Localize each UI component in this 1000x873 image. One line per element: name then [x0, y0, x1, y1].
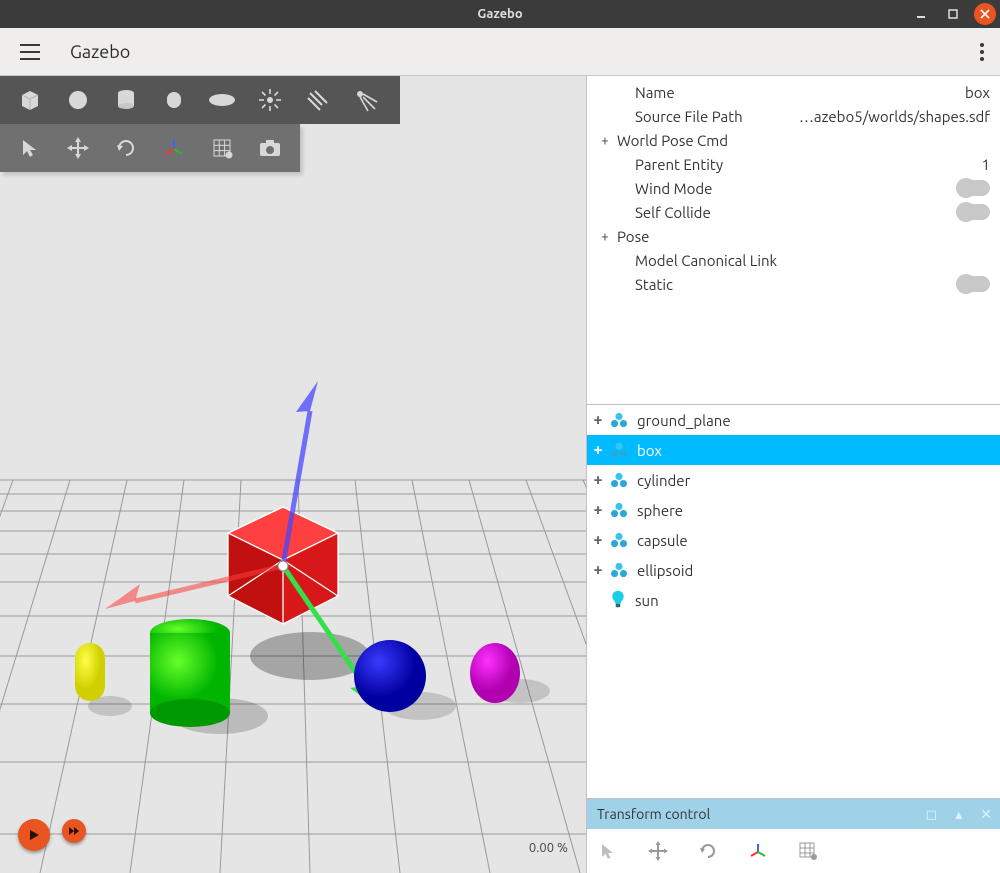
tree-expand-icon[interactable]: + [591, 531, 605, 549]
right-panel: Namebox Source File Path…azebo5/worlds/s… [586, 76, 1000, 873]
tree-item-ground-plane[interactable]: + ground_plane [587, 405, 1000, 435]
prop-parent-label: Parent Entity [631, 156, 982, 173]
expand-pose-icon[interactable]: + [597, 228, 613, 244]
tree-item-label: sun [635, 592, 659, 609]
shape-sphere[interactable] [354, 640, 426, 712]
tree-expand-icon[interactable]: + [591, 441, 605, 459]
xform-rotate-icon[interactable] [695, 838, 721, 864]
tree-item-box[interactable]: + box [587, 435, 1000, 465]
app-toolbar: Gazebo [0, 28, 1000, 76]
prop-canon-label: Model Canonical Link [631, 252, 990, 269]
close-icon[interactable] [974, 3, 996, 25]
tree-expand-icon[interactable]: + [591, 561, 605, 579]
rtf-label: 0.00 % [529, 841, 568, 855]
prop-wind-label: Wind Mode [631, 180, 956, 197]
tree-expand-icon[interactable]: + [591, 501, 605, 519]
prop-sourcepath-value: …azebo5/worlds/shapes.sdf [799, 108, 990, 125]
maximize-icon[interactable] [942, 3, 964, 25]
model-icon [609, 502, 629, 518]
minimize-icon[interactable] [910, 3, 932, 25]
wind-toggle[interactable] [956, 180, 990, 196]
xform-select-icon[interactable] [595, 838, 621, 864]
model-icon [609, 412, 629, 428]
panel-close-icon[interactable]: ✕ [980, 806, 992, 823]
tree-item-label: sphere [637, 502, 683, 519]
xform-frame-icon[interactable] [745, 838, 771, 864]
prop-sourcepath-label: Source File Path [631, 108, 799, 125]
tree-item-sphere[interactable]: + sphere [587, 495, 1000, 525]
xform-snap-icon[interactable] [795, 838, 821, 864]
prop-static-label: Static [631, 276, 956, 293]
model-icon [609, 562, 629, 578]
prop-name-value: box [965, 84, 990, 101]
playback-controls [18, 819, 86, 851]
tree-item-sun[interactable]: sun [587, 585, 1000, 615]
xform-translate-icon[interactable] [645, 838, 671, 864]
shape-capsule[interactable] [75, 643, 105, 701]
tree-item-ellipsoid[interactable]: + ellipsoid [587, 555, 1000, 585]
tree-item-label: capsule [637, 532, 688, 549]
transform-control-panel: Transform control ◻ ▴ ✕ [587, 799, 1000, 873]
viewport-3d[interactable]: 0.00 % [0, 76, 586, 873]
tree-item-capsule[interactable]: + capsule [587, 525, 1000, 555]
tree-item-label: cylinder [637, 472, 690, 489]
transform-control-title: Transform control [597, 806, 710, 822]
window-title: Gazebo [477, 7, 522, 21]
entity-tree: + ground_plane + box + cylinder + sphere + capsul… [587, 404, 1000, 615]
scene-3d [0, 76, 586, 873]
selfcollide-toggle[interactable] [956, 204, 990, 220]
component-inspector: Namebox Source File Path…azebo5/worlds/s… [587, 76, 1000, 404]
transform-control-header[interactable]: Transform control ◻ ▴ ✕ [587, 799, 1000, 829]
window-titlebar: Gazebo [0, 0, 1000, 28]
app-title: Gazebo [70, 42, 130, 62]
tree-item-label: ellipsoid [637, 562, 693, 579]
kebab-menu-icon[interactable] [980, 43, 984, 61]
shape-cylinder[interactable] [150, 619, 230, 727]
lightbulb-icon [609, 590, 627, 610]
panel-collapse-icon[interactable]: ▴ [955, 806, 962, 823]
tree-item-label: box [637, 442, 662, 459]
hamburger-icon[interactable] [20, 44, 40, 60]
prop-worldpose-label[interactable]: World Pose Cmd [613, 132, 990, 149]
model-icon [609, 472, 629, 488]
prop-selfcollide-label: Self Collide [631, 204, 956, 221]
tree-item-cylinder[interactable]: + cylinder [587, 465, 1000, 495]
prop-name-label: Name [631, 84, 965, 101]
prop-pose-label[interactable]: Pose [613, 228, 990, 245]
model-icon [609, 442, 629, 458]
step-button[interactable] [62, 819, 86, 843]
prop-parent-value: 1 [982, 156, 990, 173]
static-toggle[interactable] [956, 276, 990, 292]
shape-ellipsoid[interactable] [470, 643, 520, 703]
play-button[interactable] [18, 819, 50, 851]
expand-worldpose-icon[interactable]: + [597, 132, 613, 148]
model-icon [609, 532, 629, 548]
tree-expand-icon[interactable]: + [591, 411, 605, 429]
tree-expand-icon[interactable]: + [591, 471, 605, 489]
panel-dock-icon[interactable]: ◻ [926, 806, 938, 823]
tree-item-label: ground_plane [637, 412, 731, 429]
